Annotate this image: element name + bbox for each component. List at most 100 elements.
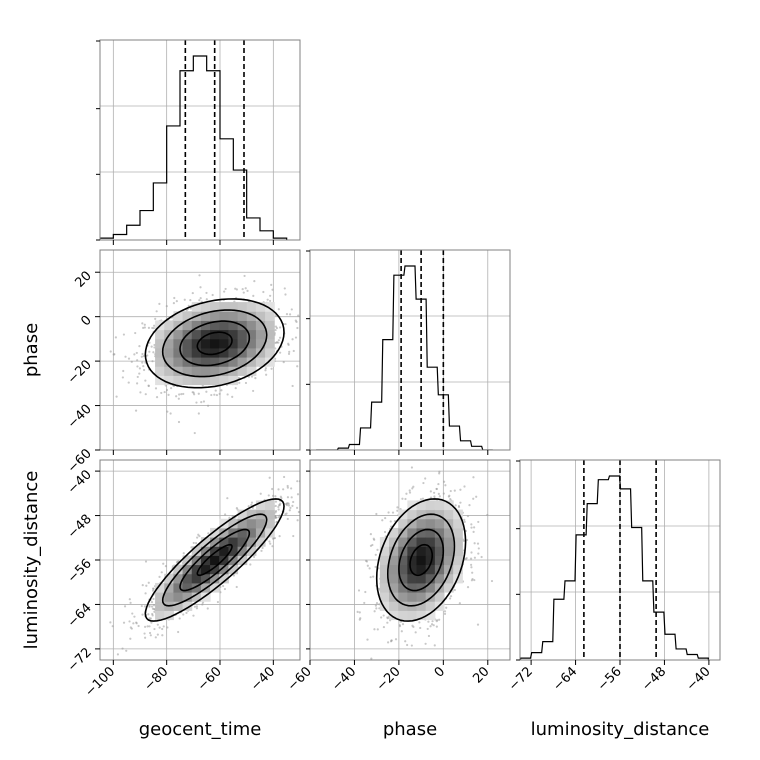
density-cell: [173, 564, 184, 575]
density-cell: [191, 546, 202, 556]
density-cell: [164, 375, 174, 386]
scatter-point: [278, 326, 282, 329]
density-cell: [379, 555, 390, 566]
scatter-point: [166, 410, 169, 413]
scatter-point: [374, 553, 377, 556]
scatter-point: [138, 372, 141, 375]
density-cell: [219, 375, 229, 386]
density-cell: [219, 366, 229, 376]
scatter-point: [401, 497, 404, 500]
scatter-point: [473, 556, 476, 559]
density-cell: [379, 564, 390, 575]
scatter-point: [154, 387, 158, 390]
scatter-point: [198, 299, 201, 302]
scatter-point: [303, 493, 305, 495]
scatter-point: [294, 336, 298, 339]
density-cell: [173, 375, 184, 386]
scatter-point: [283, 287, 286, 290]
density-cell: [407, 573, 418, 584]
scatter-point: [427, 634, 431, 638]
density-cell: [210, 357, 220, 367]
density-cell: [246, 537, 257, 547]
scatter-point: [162, 562, 165, 565]
density-cell: [164, 573, 174, 584]
scatter-point: [152, 597, 155, 601]
density-cell: [434, 546, 445, 556]
scatter-point: [232, 574, 236, 577]
scatter-point: [143, 625, 147, 628]
scatter-point: [274, 500, 278, 503]
density-cell: [425, 518, 436, 529]
density-cell: [173, 338, 184, 349]
density-cell: [210, 555, 220, 566]
scatter-point: [269, 542, 272, 545]
scatter-point: [198, 274, 201, 277]
scatter-point: [279, 351, 282, 354]
density-cell: [416, 509, 427, 520]
density-cell: [173, 357, 184, 367]
scatter-point: [274, 511, 277, 514]
density-cell: [246, 302, 257, 312]
scatter-point: [147, 384, 150, 387]
scatter-point: [412, 485, 415, 488]
density-cell: [237, 537, 248, 547]
scatter-point: [316, 485, 318, 487]
contour-2: [386, 513, 456, 607]
contour-1: [179, 320, 251, 367]
density-cell: [444, 573, 454, 584]
scatter-point: [290, 487, 293, 490]
scatter-point: [304, 351, 306, 353]
density-cell: [416, 573, 427, 584]
contour-3: [375, 498, 467, 622]
scatter-point: [223, 587, 227, 591]
y-tick-label: −40: [65, 467, 95, 497]
scatter-point: [151, 614, 154, 617]
scatter-point: [382, 614, 385, 617]
scatter-point: [414, 631, 417, 634]
density-cell: [200, 573, 211, 584]
scatter-point: [202, 400, 206, 403]
scatter-point: [219, 591, 222, 594]
scatter-point: [242, 291, 245, 294]
scatter-point: [136, 359, 139, 362]
x-tick-label: −40: [684, 664, 714, 694]
density-cell: [210, 302, 220, 312]
scatter-point: [438, 495, 441, 498]
scatter-point: [182, 613, 185, 616]
scatter-point: [366, 638, 369, 641]
scatter-point: [463, 518, 466, 521]
scatter-point: [128, 598, 131, 601]
histogram-phase: [316, 265, 493, 450]
density-cell: [237, 509, 248, 520]
density-cell: [228, 518, 239, 529]
scatter-point: [158, 575, 161, 578]
density-cell: [173, 329, 184, 340]
scatter-point: [127, 381, 130, 384]
density-cell: [398, 527, 408, 538]
scatter-point: [364, 590, 367, 594]
density-cell: [200, 357, 211, 367]
density-cell: [398, 555, 408, 566]
contour-0: [196, 543, 233, 577]
scatter-point: [148, 350, 151, 353]
scatter-point: [424, 477, 427, 480]
density-cell: [191, 555, 202, 566]
scatter-point: [147, 581, 150, 584]
scatter-point: [375, 607, 378, 610]
density-cell: [219, 564, 229, 575]
scatter-point: [253, 280, 256, 283]
y-tick-label: −72: [65, 645, 95, 675]
density-cell: [398, 518, 408, 529]
scatter-point: [210, 393, 213, 397]
scatter-point: [394, 638, 398, 641]
histogram-panel-geocent_time: [100, 40, 300, 240]
scatter-point: [410, 644, 413, 647]
scatter-point: [153, 346, 156, 349]
density-cell: [191, 302, 202, 312]
scatter-point: [262, 290, 265, 294]
x-tick-label: −64: [550, 664, 580, 694]
scatter-point: [277, 341, 280, 344]
scatter-point: [278, 514, 281, 517]
scatter-point: [196, 536, 199, 539]
density-cell: [191, 366, 202, 376]
